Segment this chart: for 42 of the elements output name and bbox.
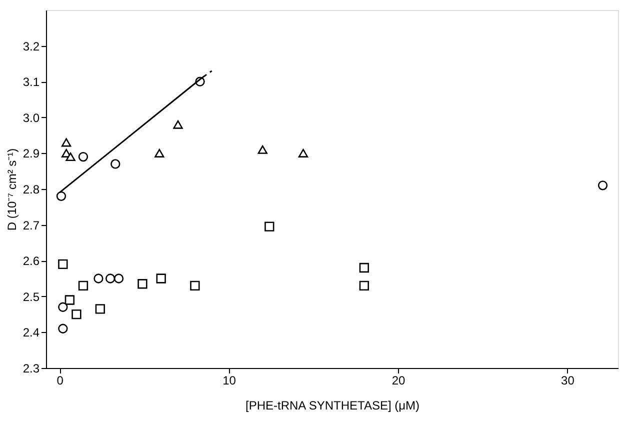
y-tick-label: 3.1 xyxy=(22,75,40,90)
x-axis-title: [PHE-tRNA SYNTHETASE] (μM) xyxy=(245,398,420,412)
y-tick-label: 2.6 xyxy=(22,254,40,268)
x-tick-label: 20 xyxy=(392,374,406,388)
point xyxy=(298,148,308,158)
point xyxy=(56,191,66,201)
point xyxy=(94,274,104,284)
y-tick-label: 3.2 xyxy=(22,39,40,54)
point xyxy=(359,262,369,273)
y-tick-label: 3.0 xyxy=(22,110,40,125)
point xyxy=(58,259,68,270)
point xyxy=(95,304,105,314)
point xyxy=(78,152,88,162)
point xyxy=(105,274,116,284)
y-tick-label: 2.8 xyxy=(22,182,40,196)
point xyxy=(78,280,88,290)
point xyxy=(72,309,82,320)
x-tick-label: 10 xyxy=(222,374,236,388)
point xyxy=(61,138,72,147)
y-tick-label: 2.7 xyxy=(22,218,40,232)
point xyxy=(138,279,148,289)
point xyxy=(66,152,76,162)
point xyxy=(58,302,68,312)
point xyxy=(258,145,268,154)
point xyxy=(264,222,274,232)
point xyxy=(64,295,75,305)
point xyxy=(154,148,164,158)
y-tick-label: 2.4 xyxy=(22,326,40,340)
x-tick-label: 30 xyxy=(561,374,575,388)
point xyxy=(598,180,608,190)
point xyxy=(58,324,68,334)
point xyxy=(359,280,369,290)
x-tick-label: 0 xyxy=(56,374,64,388)
y-tick-label: 2.3 xyxy=(22,362,40,376)
point xyxy=(190,280,200,290)
point xyxy=(110,159,120,169)
y-tick-label: 2.5 xyxy=(22,290,40,304)
point xyxy=(173,120,183,129)
y-tick-label: 2.9 xyxy=(22,146,40,161)
point xyxy=(156,274,166,284)
y-axis-title: D (10⁻⁷ cm² s⁻¹) xyxy=(4,148,19,231)
point xyxy=(114,274,124,284)
